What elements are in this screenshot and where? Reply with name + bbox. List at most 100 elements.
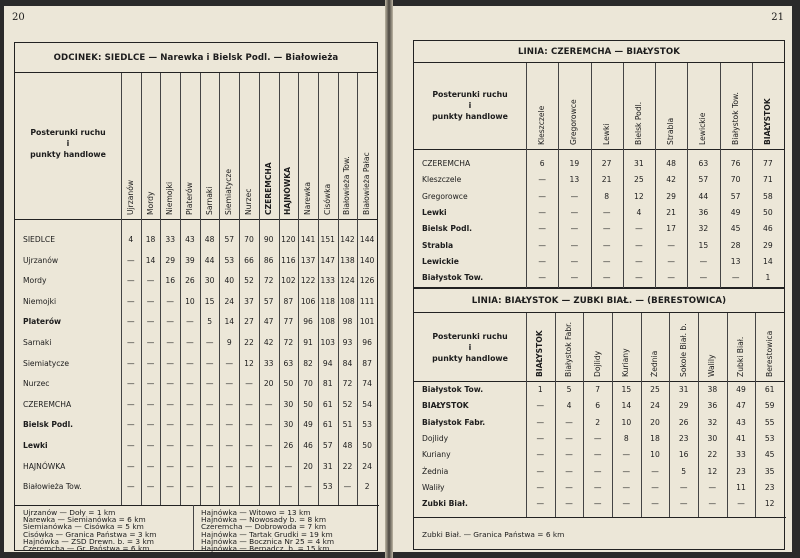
distance-cell: 102	[281, 276, 296, 286]
column-header: Niemojki	[165, 181, 175, 215]
column-header: HAJNÓWKA	[283, 166, 293, 215]
distance-cell: 126	[359, 276, 375, 286]
row-header-label: Posterunki ruchu	[30, 128, 106, 137]
distance-cell: —	[127, 441, 135, 450]
distance-cell: —	[127, 461, 135, 471]
distance-cell: 41	[736, 433, 746, 443]
distance-cell: 24	[650, 401, 660, 411]
distance-cell: 30	[707, 433, 718, 443]
column-header: Ujrzanów	[125, 179, 135, 215]
distance-cell: 50	[763, 207, 773, 217]
distance-cell: 70	[244, 235, 254, 244]
distance-cell: —	[225, 441, 234, 450]
column-header: BIAŁYSTOK	[762, 98, 772, 145]
column-divider	[655, 63, 656, 289]
distance-cell: —	[667, 240, 675, 250]
column-divider	[751, 63, 753, 289]
distance-cell: 91	[303, 338, 313, 347]
distance-cell: 12	[707, 466, 718, 476]
column-header: Białowieża Pałac	[362, 152, 372, 215]
distance-cell: 53	[322, 482, 333, 492]
distance-cell: —	[593, 466, 602, 476]
column-header: Bielsk Podl.	[633, 101, 643, 145]
distance-cell: 22	[342, 461, 353, 471]
distance-cell: —	[622, 482, 631, 492]
distance-cell: —	[538, 240, 546, 250]
distance-cell: —	[593, 482, 602, 492]
distance-cell: —	[166, 420, 175, 430]
column-header: Strabla	[666, 117, 676, 145]
distance-cell: —	[565, 433, 573, 443]
column-header: Zubki Biał.	[736, 336, 745, 377]
distance-cell: 96	[303, 317, 313, 327]
distance-cell: 49	[303, 420, 313, 430]
distance-cell: 7	[595, 385, 601, 394]
distance-cell: 70	[730, 175, 741, 185]
distance-cell: —	[536, 499, 545, 509]
distance-cell: 87	[283, 296, 294, 306]
distance-cell: —	[651, 482, 659, 492]
distance-cell: 23	[764, 482, 775, 492]
distance-cell: —	[186, 461, 194, 471]
distance-note: Czeremcha — Gr. Państwa = 6 km	[23, 544, 150, 553]
distance-cell: 58	[763, 191, 773, 201]
distance-cell: —	[570, 240, 579, 250]
station-name: Nurzec	[23, 379, 50, 389]
distance-cell: 19	[569, 159, 580, 168]
distance-cell: 36	[707, 401, 718, 411]
distance-cell: 14	[763, 256, 773, 266]
station-name: SIEDLCE	[23, 235, 56, 244]
row-header-label: punkty handlowe	[30, 150, 106, 159]
distance-cell: —	[538, 191, 546, 201]
distance-cell: 147	[320, 255, 336, 265]
page-number: 20	[12, 12, 25, 23]
station-name: Lewki	[422, 207, 447, 217]
column-divider	[687, 63, 689, 289]
distance-cell: —	[536, 466, 545, 476]
distance-cell: —	[205, 338, 214, 347]
distance-cell: 20	[650, 417, 660, 427]
distance-cell: —	[186, 441, 194, 450]
distance-cell: 52	[244, 276, 254, 286]
distance-cell: 39	[185, 255, 195, 265]
distance-cell: 15	[698, 240, 709, 250]
column-header: Berestowica	[764, 330, 774, 377]
row-header-label: i	[468, 343, 472, 352]
column-divider	[669, 313, 671, 517]
distance-cell: 87	[362, 358, 372, 368]
distance-cell: 2	[595, 417, 601, 427]
distance-cell: —	[146, 338, 155, 347]
distance-cell: 20	[263, 379, 274, 389]
column-divider	[583, 313, 585, 517]
distance-cell: 13	[730, 256, 741, 266]
column-divider	[698, 313, 699, 517]
distance-cell: —	[146, 379, 155, 389]
distance-cell: —	[166, 441, 175, 450]
distance-cell: 120	[281, 235, 296, 244]
distance-note: Zubki Biał. — Granica Państwa = 6 km	[422, 530, 565, 539]
distance-cell: 13	[569, 175, 580, 185]
column-divider	[199, 73, 201, 505]
distance-cell: 55	[764, 417, 775, 427]
station-name: Lewickie	[422, 256, 459, 266]
distance-cell: —	[536, 433, 545, 443]
page-number: 21	[771, 12, 784, 23]
distance-cell: 8	[604, 191, 610, 201]
distance-cell: 86	[263, 255, 274, 265]
column-divider	[719, 63, 721, 289]
distance-cell: 6	[595, 401, 601, 411]
distance-cell: —	[205, 420, 214, 430]
distance-cell: 53	[362, 420, 372, 430]
distance-cell: 140	[359, 255, 375, 265]
distance-cell: 30	[283, 399, 294, 409]
distance-cell: —	[146, 317, 155, 327]
distance-cell: —	[225, 358, 234, 368]
column-header: Siemiatycze	[224, 168, 234, 215]
distance-note: Hajnówka — Tartak Grudki = 19 km	[201, 529, 333, 539]
distance-cell: 4	[566, 401, 572, 411]
station-name: Zubki Biał.	[422, 499, 468, 509]
distance-cell: 49	[736, 385, 746, 394]
distance-cell: —	[205, 399, 214, 409]
distance-cell: 47	[263, 317, 274, 327]
distance-cell: —	[127, 338, 135, 347]
